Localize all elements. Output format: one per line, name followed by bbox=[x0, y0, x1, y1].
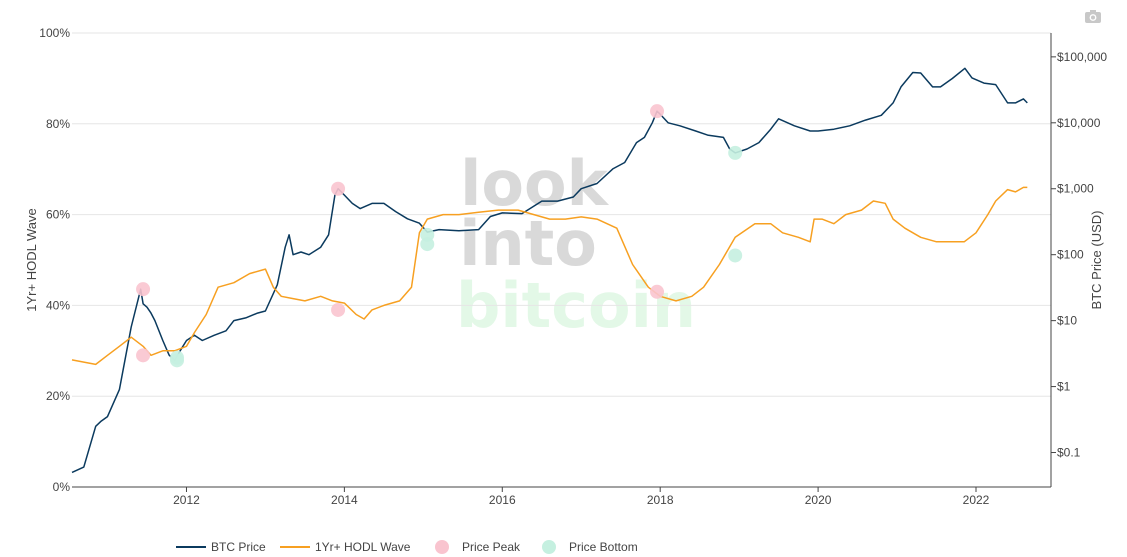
y-right-tick-label: $1 bbox=[1057, 380, 1071, 394]
marker-price-peak bbox=[136, 348, 151, 363]
y-right-axis-title: BTC Price (USD) bbox=[1089, 211, 1104, 310]
marker-price-bottom bbox=[728, 145, 743, 160]
y-left-tick-label: 100% bbox=[39, 26, 70, 40]
legend: BTC Price 1Yr+ HODL Wave Price Peak Price B… bbox=[176, 540, 638, 554]
watermark-line2: into bbox=[459, 207, 597, 280]
camera-icon[interactable] bbox=[1085, 10, 1101, 23]
x-tick-label: 2018 bbox=[647, 493, 674, 507]
y-right-tick-label: $10,000 bbox=[1057, 116, 1101, 130]
x-tick-label: 2020 bbox=[805, 493, 832, 507]
marker-price-peak bbox=[650, 104, 665, 119]
watermark-line1: look bbox=[460, 147, 609, 220]
marker-price-bottom bbox=[170, 350, 185, 365]
y-left-tick-label: 80% bbox=[46, 117, 70, 131]
axes: 0% 20% 40% 60% 80% 100% $0.1 $1 $10 $100 $1,000 $10… bbox=[39, 26, 1107, 507]
marker-price-peak bbox=[136, 282, 151, 297]
y-left-tick-label: 60% bbox=[46, 208, 70, 222]
marker-price-bottom bbox=[420, 237, 435, 252]
y-right-tick-label: $0.1 bbox=[1057, 446, 1081, 460]
marker-price-peak bbox=[331, 302, 346, 317]
y-left-tick-label: 0% bbox=[53, 480, 71, 494]
y-right-tick-label: $100,000 bbox=[1057, 50, 1107, 64]
y-left-axis-title: 1Yr+ HODL Wave bbox=[24, 208, 39, 311]
legend-swatch-dot bbox=[542, 540, 556, 554]
legend-item-label: 1Yr+ HODL Wave bbox=[315, 540, 411, 554]
y-right-tick-label: $10 bbox=[1057, 314, 1077, 328]
series-layer bbox=[71, 67, 1028, 474]
legend-item-label: Price Peak bbox=[462, 540, 521, 554]
x-tick-label: 2012 bbox=[173, 493, 200, 507]
legend-item-label: BTC Price bbox=[211, 540, 266, 554]
legend-swatch-dot bbox=[435, 540, 449, 554]
y-right-tick-label: $1,000 bbox=[1057, 182, 1094, 196]
y-left-tick-label: 20% bbox=[46, 389, 70, 403]
x-tick-label: 2016 bbox=[489, 493, 516, 507]
marker-price-peak bbox=[650, 284, 665, 299]
legend-item-label: Price Bottom bbox=[569, 540, 638, 554]
x-tick-label: 2022 bbox=[963, 493, 990, 507]
y-left-tick-label: 40% bbox=[46, 298, 70, 312]
watermark: look into bitcoin bbox=[456, 147, 696, 342]
series-line-hodl-wave bbox=[71, 186, 1028, 366]
series-line-btc-price bbox=[71, 67, 1028, 474]
x-tick-label: 2014 bbox=[331, 493, 358, 507]
marker-price-bottom bbox=[728, 248, 743, 263]
marker-price-peak bbox=[331, 181, 346, 196]
y-right-tick-label: $100 bbox=[1057, 248, 1084, 262]
markers-layer bbox=[136, 104, 743, 368]
